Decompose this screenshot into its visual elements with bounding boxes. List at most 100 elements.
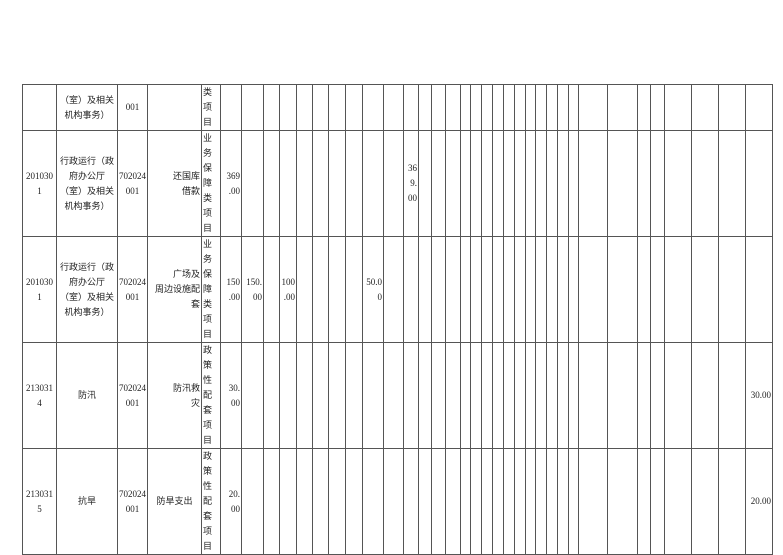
amount-cell xyxy=(664,84,692,131)
amount-cell xyxy=(312,84,329,131)
amount-cell xyxy=(431,130,446,237)
amount-cell xyxy=(525,84,536,131)
amount-cell xyxy=(345,342,363,449)
budget-table: （室）及相关 机构事务） 001 类项 目 201030 1 行政运行（政 府办公厅 （… xyxy=(22,84,773,555)
unit-code-cell: 702024 001 xyxy=(117,448,148,555)
amount-cell xyxy=(578,84,608,131)
amount-cell xyxy=(718,84,746,131)
project-type-cell: 政策 性配 套项 目 xyxy=(201,448,221,555)
amount-cell xyxy=(514,342,526,449)
unit-code-cell: 001 xyxy=(117,84,148,131)
amount-cell xyxy=(345,130,363,237)
amount-cell xyxy=(328,342,346,449)
project-name-cell: 防旱支出 xyxy=(147,448,202,555)
amount-cell xyxy=(403,84,419,131)
total-amount-cell: 30. 00 xyxy=(220,342,242,449)
unit-code-cell: 702024 001 xyxy=(117,236,148,343)
amount-cell xyxy=(691,84,719,131)
amount-cell xyxy=(650,236,665,343)
amount-cell xyxy=(492,236,504,343)
amount-cell xyxy=(460,84,471,131)
project-type-cell: 类项 目 xyxy=(201,84,221,131)
amount-cell xyxy=(481,342,493,449)
amount-cell xyxy=(431,84,446,131)
unit-code-cell: 702024 001 xyxy=(117,130,148,237)
amount-cell xyxy=(470,130,482,237)
amount-cell xyxy=(525,448,536,555)
amount-cell xyxy=(568,84,579,131)
amount-cell xyxy=(470,448,482,555)
amount-cell xyxy=(637,236,651,343)
amount-cell xyxy=(745,130,773,237)
amount-cell xyxy=(296,130,313,237)
amount-cell xyxy=(383,448,404,555)
amount-cell xyxy=(279,130,297,237)
amount-cell: 50.0 0 xyxy=(362,236,384,343)
amount-cell xyxy=(568,342,579,449)
amount-cell xyxy=(403,342,419,449)
amount-cell xyxy=(718,342,746,449)
amount-cell: 150. 00 xyxy=(241,236,264,343)
amount-cell xyxy=(607,236,638,343)
amount-cell xyxy=(546,84,558,131)
amount-cell: 36 9. 00 xyxy=(403,130,419,237)
total-amount-cell: 369 .00 xyxy=(220,130,242,237)
total-amount-cell: 150 .00 xyxy=(220,236,242,343)
amount-cell xyxy=(492,342,504,449)
amount-cell xyxy=(546,342,558,449)
amount-cell xyxy=(557,130,569,237)
amount-cell xyxy=(557,236,569,343)
amount-cell xyxy=(445,342,461,449)
amount-cell xyxy=(578,448,608,555)
amount-cell xyxy=(578,342,608,449)
amount-cell: 30.00 xyxy=(745,342,773,449)
amount-cell xyxy=(445,448,461,555)
amount-cell xyxy=(568,448,579,555)
amount-cell xyxy=(481,130,493,237)
amount-cell xyxy=(492,84,504,131)
amount-cell xyxy=(503,342,515,449)
amount-cell xyxy=(535,84,547,131)
table-row: 201030 1 行政运行（政 府办公厅 （室）及相关 机构事务） 702024 0… xyxy=(22,236,773,343)
amount-cell xyxy=(691,342,719,449)
total-amount-cell: 20. 00 xyxy=(220,448,242,555)
table-row: 213031 4 防汛 702024 001 防汛救 灾政策 性配 套项 目 30. 0… xyxy=(22,342,773,449)
amount-cell xyxy=(460,342,471,449)
amount-cell xyxy=(481,84,493,131)
amount-cell xyxy=(418,236,432,343)
amount-cell xyxy=(328,236,346,343)
amount-cell xyxy=(263,236,280,343)
amount-cell xyxy=(383,342,404,449)
project-type-cell: 政策 性配 套项 目 xyxy=(201,342,221,449)
amount-cell xyxy=(503,448,515,555)
amount-cell xyxy=(568,130,579,237)
amount-cell xyxy=(328,130,346,237)
amount-cell xyxy=(470,84,482,131)
amount-cell xyxy=(241,84,264,131)
amount-cell xyxy=(470,342,482,449)
amount-cell xyxy=(362,130,384,237)
amount-cell xyxy=(241,130,264,237)
amount-cell xyxy=(383,236,404,343)
amount-cell: 20.00 xyxy=(745,448,773,555)
amount-cell xyxy=(492,130,504,237)
amount-cell xyxy=(525,342,536,449)
amount-cell xyxy=(403,448,419,555)
amount-cell xyxy=(664,342,692,449)
amount-cell xyxy=(431,342,446,449)
amount-cell xyxy=(296,342,313,449)
amount-cell xyxy=(362,84,384,131)
amount-cell xyxy=(745,236,773,343)
function-code-cell: 201030 1 xyxy=(22,236,57,343)
amount-cell xyxy=(431,236,446,343)
amount-cell: 100 .00 xyxy=(279,236,297,343)
amount-cell xyxy=(718,130,746,237)
table-row: （室）及相关 机构事务） 001 类项 目 xyxy=(22,84,773,131)
amount-cell xyxy=(263,342,280,449)
amount-cell xyxy=(312,236,329,343)
amount-cell xyxy=(557,448,569,555)
amount-cell xyxy=(296,84,313,131)
amount-cell xyxy=(460,448,471,555)
amount-cell xyxy=(362,448,384,555)
function-code-cell xyxy=(22,84,57,131)
